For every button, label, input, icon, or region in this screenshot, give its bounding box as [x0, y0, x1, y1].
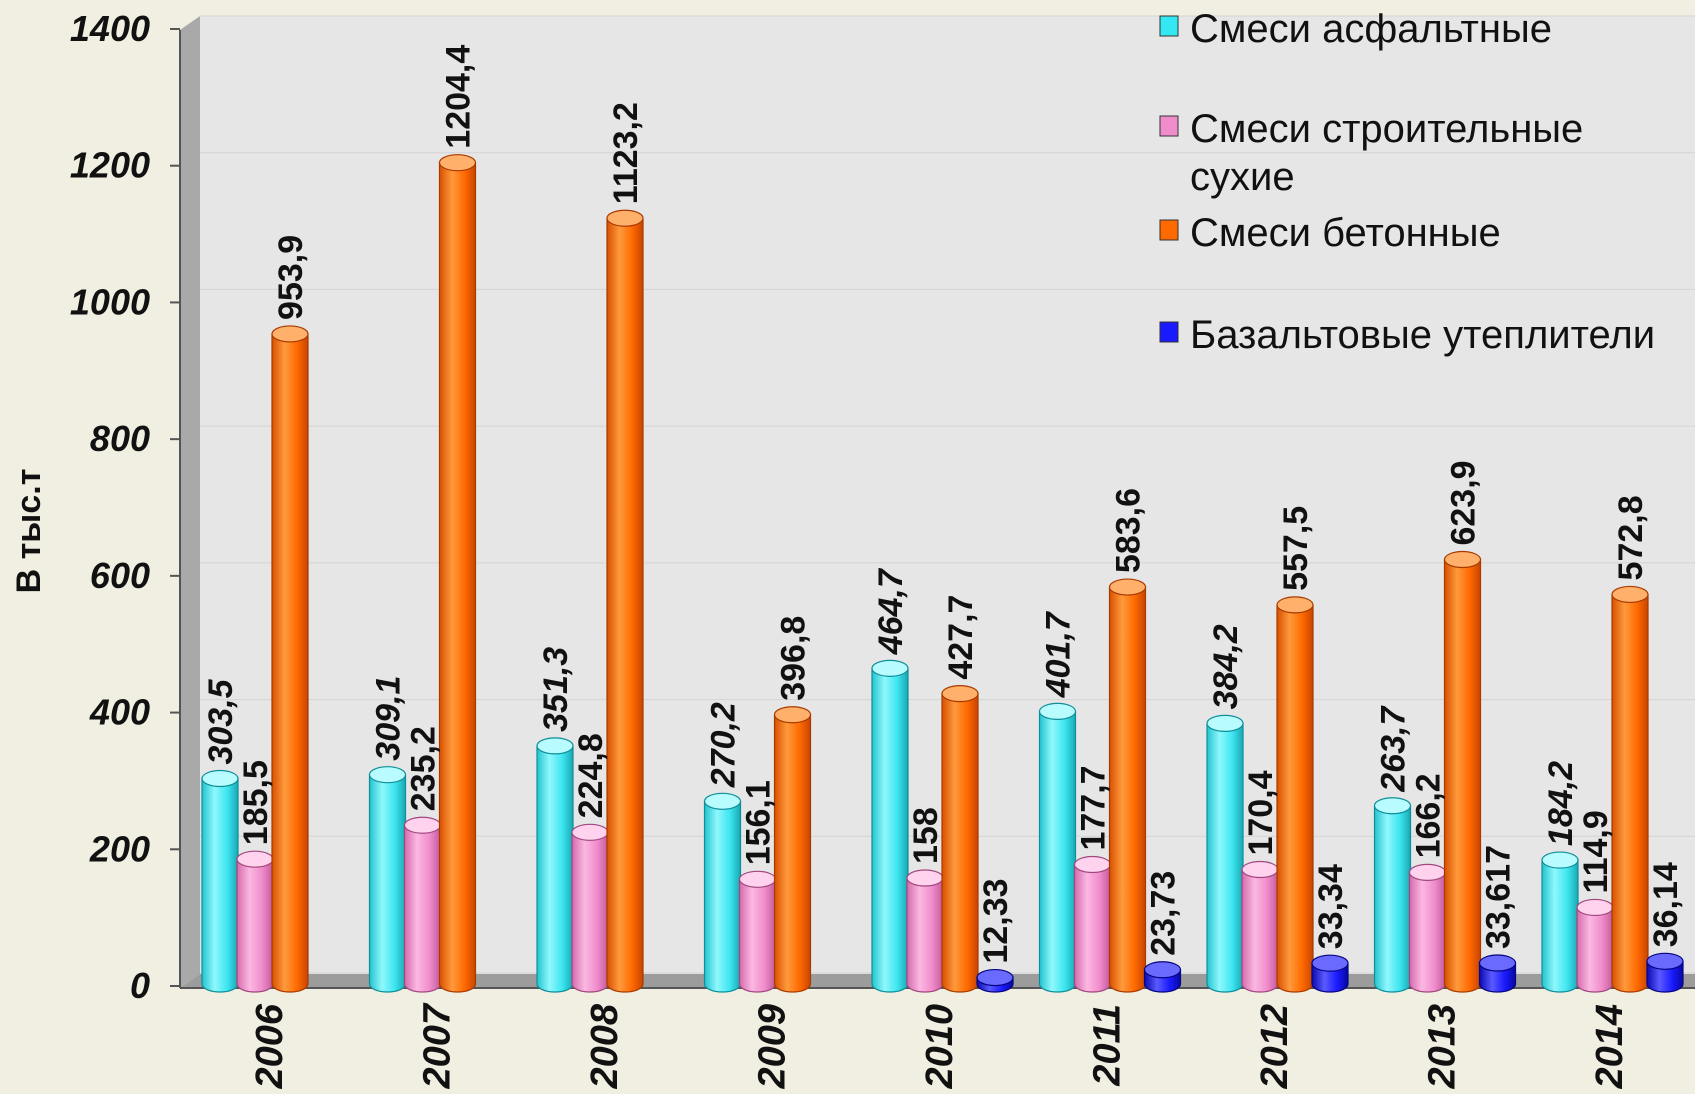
data-label: 158: [907, 807, 945, 864]
data-label: 351,3: [537, 647, 575, 732]
bar: [271, 325, 309, 993]
data-label: 224,8: [572, 733, 610, 818]
data-label: 263,7: [1375, 705, 1413, 793]
legend-swatch: [1159, 15, 1179, 37]
bar: [1611, 585, 1649, 993]
legend-item: Смеси бетонные: [1159, 211, 1501, 255]
bar: [1073, 855, 1112, 993]
x-tick-label: 2006: [249, 1003, 291, 1089]
x-tick-label: 2008: [584, 1003, 626, 1089]
bar: [1443, 550, 1482, 993]
bar: [738, 870, 777, 993]
data-label: 401,7: [1040, 610, 1078, 698]
data-label: 156,1: [740, 780, 778, 865]
data-label: 185,5: [237, 760, 275, 845]
plot-side-wall: [180, 16, 200, 988]
data-label: 572,8: [1612, 495, 1650, 580]
bar: [941, 685, 979, 993]
data-label: 953,9: [272, 235, 310, 320]
data-label: 170,4: [1242, 770, 1280, 855]
y-tick-label: 1400: [70, 8, 150, 49]
bar: [403, 816, 442, 993]
bar: [1541, 851, 1579, 993]
x-tick-label: 2007: [417, 1002, 459, 1089]
y-axis-label: В тыс.т: [10, 469, 48, 594]
data-label: 464,7: [872, 567, 910, 655]
bar: [1108, 578, 1147, 993]
x-tick-label: 2012: [1254, 1004, 1296, 1090]
y-tick-label: 0: [130, 965, 150, 1006]
legend-label: Смеси асфальтные: [1190, 7, 1552, 51]
bar: [1241, 860, 1279, 993]
x-tick-label: 2013: [1422, 1004, 1464, 1090]
legend-swatch: [1159, 115, 1179, 137]
data-label: 1204,4: [440, 45, 478, 149]
bar: [906, 869, 944, 993]
x-tick-label: 2011: [1087, 1004, 1129, 1087]
bar: [1206, 714, 1244, 993]
data-label: 384,2: [1207, 624, 1245, 709]
data-label: 33,617: [1480, 845, 1518, 949]
data-label: 114,9: [1577, 810, 1615, 893]
data-label: 270,2: [705, 702, 743, 788]
legend-swatch: [1159, 321, 1179, 343]
data-label: 12,33: [977, 878, 1015, 963]
data-label: 33,34: [1312, 864, 1350, 949]
legend-item: Смеси асфальтные: [1159, 7, 1552, 51]
bar: [1143, 961, 1182, 993]
data-label: 177,7: [1075, 765, 1113, 850]
data-label: 36,14: [1647, 862, 1685, 947]
bar: [571, 823, 609, 993]
data-label: 583,6: [1110, 488, 1148, 573]
bar: [1646, 952, 1684, 993]
data-label: 235,2: [405, 726, 443, 811]
y-tick-label: 600: [90, 555, 150, 596]
x-tick-label: 2009: [752, 1004, 794, 1090]
data-label: 184,2: [1542, 761, 1580, 846]
y-tick-label: 800: [90, 418, 150, 459]
legend-label: сухие: [1190, 155, 1295, 199]
x-tick-label: 2010: [919, 1004, 961, 1090]
bar: [201, 769, 239, 993]
bar: [1038, 702, 1077, 993]
data-label: 557,5: [1277, 506, 1315, 591]
data-label: 623,9: [1445, 460, 1483, 545]
bar: [871, 659, 909, 993]
data-label: 166,2: [1410, 773, 1448, 858]
bar: [368, 766, 407, 993]
bar: [1276, 596, 1314, 993]
bar: [438, 154, 477, 993]
bar: [703, 792, 742, 993]
data-label: 427,7: [942, 595, 980, 680]
y-tick-label: 200: [89, 828, 150, 869]
bar: [773, 706, 812, 993]
bar: [1478, 954, 1517, 993]
bar: [976, 968, 1014, 993]
data-label: 23,73: [1145, 871, 1183, 956]
data-label: 1123,2: [607, 102, 645, 204]
legend-swatch: [1159, 219, 1179, 241]
bar: [536, 737, 574, 993]
y-tick-label: 400: [89, 692, 150, 733]
x-tick-label: 2014: [1589, 1004, 1631, 1090]
legend-label: Базальтовые утеплители: [1190, 313, 1655, 357]
bar: [1311, 954, 1349, 993]
legend-label: Смеси бетонные: [1190, 211, 1501, 255]
data-label: 396,8: [775, 616, 813, 701]
bar: [1373, 797, 1412, 993]
y-tick-label: 1000: [70, 281, 150, 322]
bar: [236, 850, 274, 993]
bar: [606, 209, 644, 993]
data-label: 303,5: [202, 678, 240, 764]
legend-label: Смеси строительные: [1190, 107, 1583, 151]
bar: [1408, 863, 1447, 993]
y-tick-label: 1200: [70, 145, 150, 186]
bar: [1576, 898, 1614, 993]
legend-item: Базальтовые утеплители: [1159, 313, 1655, 357]
data-label: 309,1: [370, 676, 408, 761]
